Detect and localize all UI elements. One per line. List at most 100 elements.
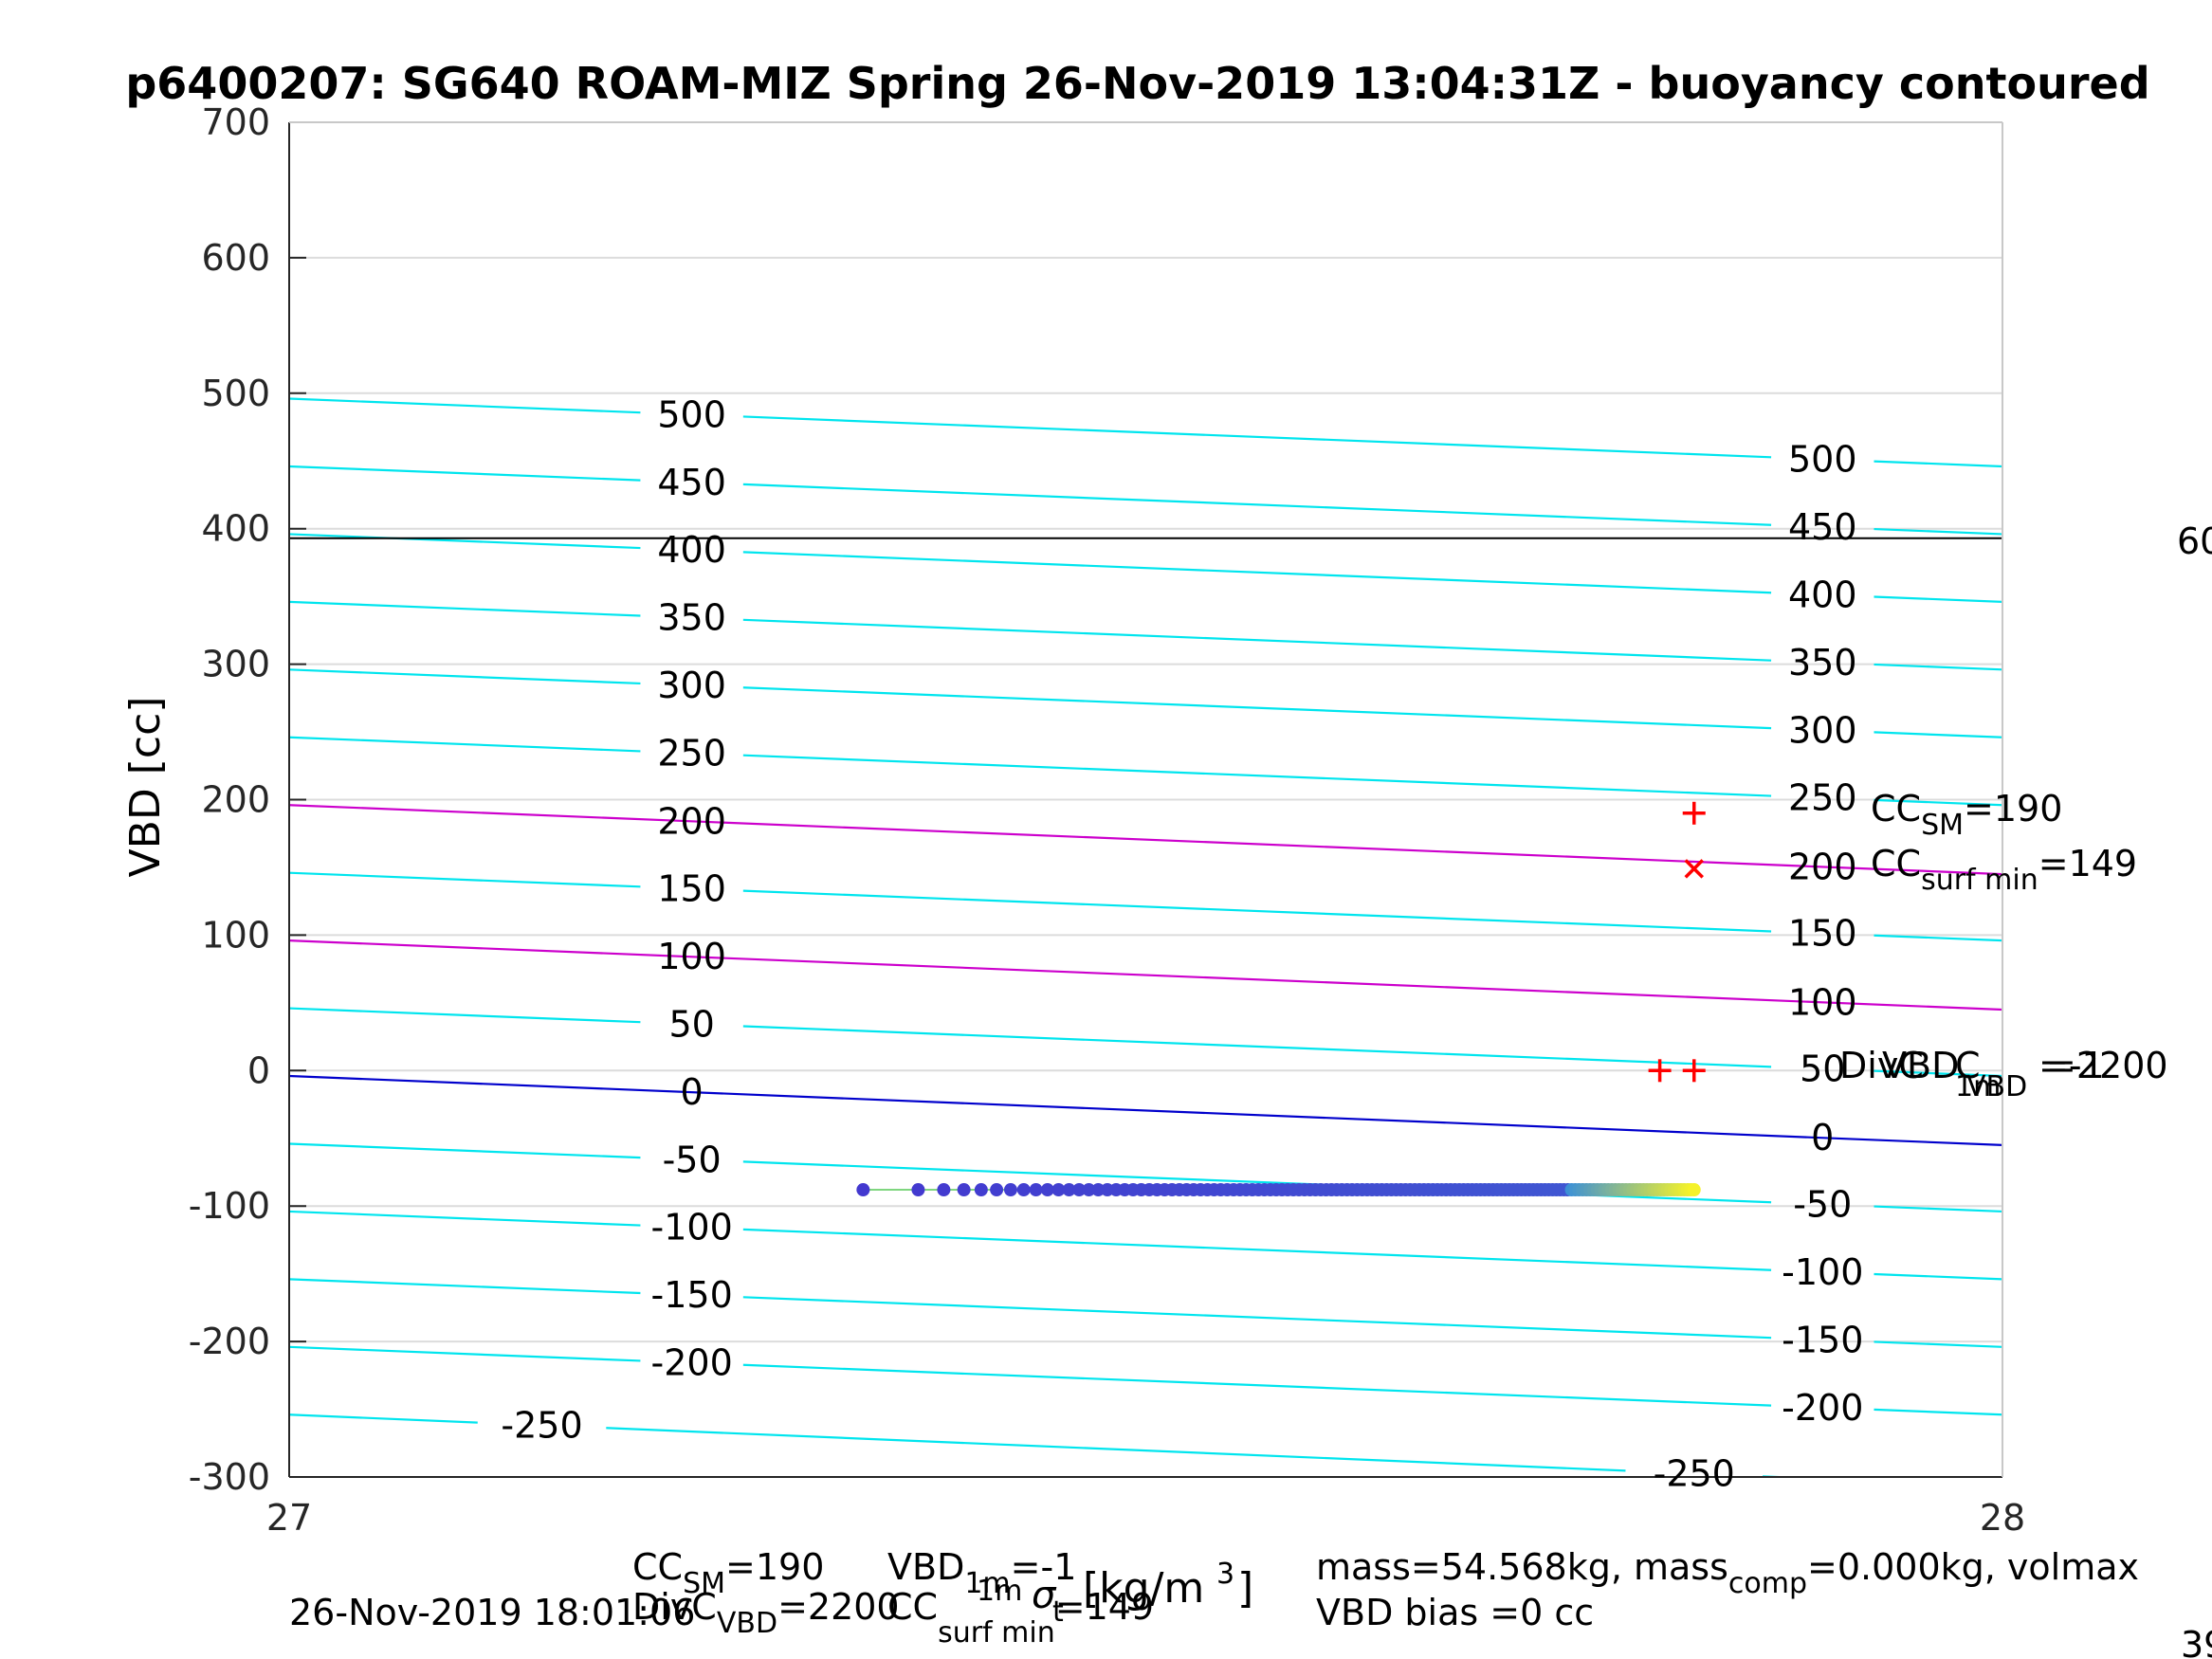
contour-line — [289, 1074, 2002, 1146]
y-tick-label: 300 — [201, 644, 270, 685]
contour-label: 300 — [657, 665, 726, 706]
contour-line — [289, 1278, 641, 1295]
data-point — [974, 1183, 988, 1197]
contour-label: 450 — [1788, 506, 1857, 548]
data-points — [856, 1183, 1701, 1197]
contour-label: -50 — [663, 1139, 722, 1180]
contour-label: 350 — [1788, 642, 1857, 684]
contour-line — [1874, 1408, 2002, 1416]
contour-line — [742, 1363, 1772, 1407]
data-point — [856, 1183, 870, 1197]
data-point — [990, 1183, 1004, 1197]
y-tick-label: 700 — [201, 101, 270, 143]
data-point — [1072, 1183, 1087, 1197]
y-axis-label: VBD [cc] — [121, 697, 170, 878]
grid-lines — [289, 121, 2002, 1478]
y-tick-label: 100 — [201, 914, 270, 956]
contour-line — [742, 754, 1772, 797]
contour-label: 100 — [1788, 981, 1857, 1023]
contour-line — [742, 618, 1772, 662]
contour-label: 150 — [1788, 913, 1857, 955]
x-tick-label: 28 — [1980, 1497, 2025, 1539]
contour-line — [289, 871, 641, 888]
contour-label: -150 — [1782, 1319, 1863, 1360]
annotation-value-a: =-1 — [2038, 1045, 2105, 1086]
annotation-cc-sm: CCSM=190 — [1871, 788, 2062, 842]
contour-label: 300 — [1788, 709, 1857, 751]
contour-line — [1874, 731, 2002, 738]
contour-line — [1874, 595, 2002, 603]
contour-line — [742, 889, 1772, 933]
marker-DivC_VBD — [1648, 1059, 1672, 1083]
contour-line — [289, 1413, 478, 1424]
x-axis-units: [kg/m — [1083, 1564, 1204, 1613]
data-point — [1051, 1183, 1066, 1197]
contour-label: -200 — [651, 1342, 733, 1384]
contour-label: 0 — [1811, 1117, 1834, 1158]
chart-title: p6400207: SG640 ROAM-MIZ Spring 26-Nov-2… — [125, 58, 2149, 109]
y-tick-label: 600 — [201, 237, 270, 279]
timestamp: 26-Nov-2019 18:01:06 — [289, 1592, 695, 1633]
y-tick-label: -100 — [189, 1185, 270, 1227]
marker-CC_SM — [1682, 801, 1706, 825]
contour-label: 200 — [657, 800, 726, 842]
contour-label: -50 — [1793, 1183, 1852, 1225]
highlight-lines — [289, 537, 2002, 1146]
data-point — [1003, 1183, 1017, 1197]
contour-line — [1874, 1272, 2002, 1281]
marker-VBD_1m — [1682, 1059, 1706, 1083]
contour-line — [289, 397, 641, 414]
data-point — [1029, 1183, 1043, 1197]
contour-line — [289, 736, 641, 753]
contour-label: 50 — [1800, 1048, 1845, 1090]
y-tick-label: 0 — [247, 1049, 270, 1091]
contour-label: 250 — [657, 733, 726, 775]
contour-label: -250 — [1654, 1452, 1735, 1494]
contour-label: 100 — [657, 936, 726, 977]
contour-line — [289, 939, 2002, 1012]
contour-line — [289, 1345, 641, 1362]
data-point — [1016, 1183, 1031, 1197]
contour-label: 0 — [681, 1071, 704, 1113]
contour-lines — [289, 397, 2002, 1477]
annotation-c: C — [1955, 1045, 1981, 1086]
vbd-bias: VBD bias =0 cc — [1316, 1592, 1594, 1633]
data-point — [1687, 1183, 1701, 1197]
contour-line — [1874, 798, 2002, 807]
x-axis-label: 1m σ t [kg/m 3 ] — [977, 1558, 1253, 1629]
x-tick-label: 27 — [266, 1497, 312, 1539]
marker-stroke — [1684, 859, 1704, 879]
footer-cc-sm: CCSM=190 — [632, 1546, 824, 1600]
data-point — [1040, 1183, 1054, 1197]
annotation-sub-vbd: VBD — [1966, 1070, 2027, 1103]
contour-line — [289, 1210, 641, 1227]
contour-label: 500 — [1788, 438, 1857, 480]
data-point — [1082, 1183, 1096, 1197]
y-tick-label: 200 — [201, 779, 270, 821]
x-axis-units-close: ] — [1237, 1564, 1253, 1613]
marker-CC_surf_min — [1684, 859, 1704, 879]
data-point — [937, 1183, 951, 1197]
contour-line — [289, 1007, 641, 1024]
contour-label: 250 — [1788, 777, 1857, 819]
footer-cc-surf-min: CCsurf min=149 — [887, 1586, 1154, 1650]
contour-label: 400 — [1788, 574, 1857, 615]
annotation-vbd: VBD — [1882, 1045, 1959, 1086]
contour-line — [742, 1296, 1772, 1340]
annotation-cc-surf-min: CCsurf min=149 — [1871, 843, 2137, 897]
contour-line — [742, 551, 1772, 594]
contour-label: 150 — [657, 867, 726, 909]
x-axis-sigma: σ — [1032, 1574, 1057, 1617]
contour-line — [1874, 663, 2002, 671]
contour-label: 500 — [657, 393, 726, 435]
data-point — [1062, 1183, 1076, 1197]
contour-line — [742, 1228, 1772, 1271]
data-point — [1091, 1183, 1106, 1197]
data-point — [911, 1183, 925, 1197]
contour-label: 450 — [657, 462, 726, 503]
contour-line — [742, 483, 1772, 526]
annotation-divc: DivC — [1839, 1045, 1924, 1086]
contour-label: -100 — [1782, 1251, 1863, 1293]
